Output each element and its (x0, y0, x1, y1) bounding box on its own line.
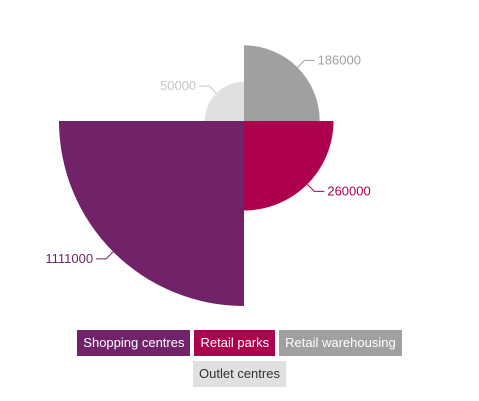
slice-retail-warehousing[interactable] (244, 45, 320, 121)
pie-chart: 186000 260000 1111000 50000 (45, 45, 371, 306)
leader-line-outlet-centres (199, 85, 217, 94)
legend-row-2: Outlet centres (0, 361, 479, 387)
legend-row-1: Shopping centres Retail parks Retail war… (0, 330, 479, 356)
legend-item-shopping-centres[interactable]: Shopping centres (77, 330, 191, 356)
legend-item-retail-parks[interactable]: Retail parks (194, 330, 276, 356)
slice-shopping-centres[interactable] (59, 121, 244, 306)
leader-line-shopping-centres (96, 251, 114, 260)
data-label-shopping-centres: 1111000 (45, 251, 93, 266)
slice-outlet-centres[interactable] (204, 81, 244, 121)
legend-item-outlet-centres[interactable]: Outlet centres (193, 361, 286, 387)
data-label-retail-warehousing: 186000 (318, 52, 361, 67)
data-label-outlet-centres: 50000 (160, 78, 196, 93)
leader-line-retail-warehousing (297, 59, 315, 68)
leader-line-retail-parks (306, 183, 325, 192)
slice-retail-parks[interactable] (244, 121, 334, 211)
legend-item-retail-warehousing[interactable]: Retail warehousing (279, 330, 402, 356)
data-label-retail-parks: 260000 (327, 183, 370, 198)
